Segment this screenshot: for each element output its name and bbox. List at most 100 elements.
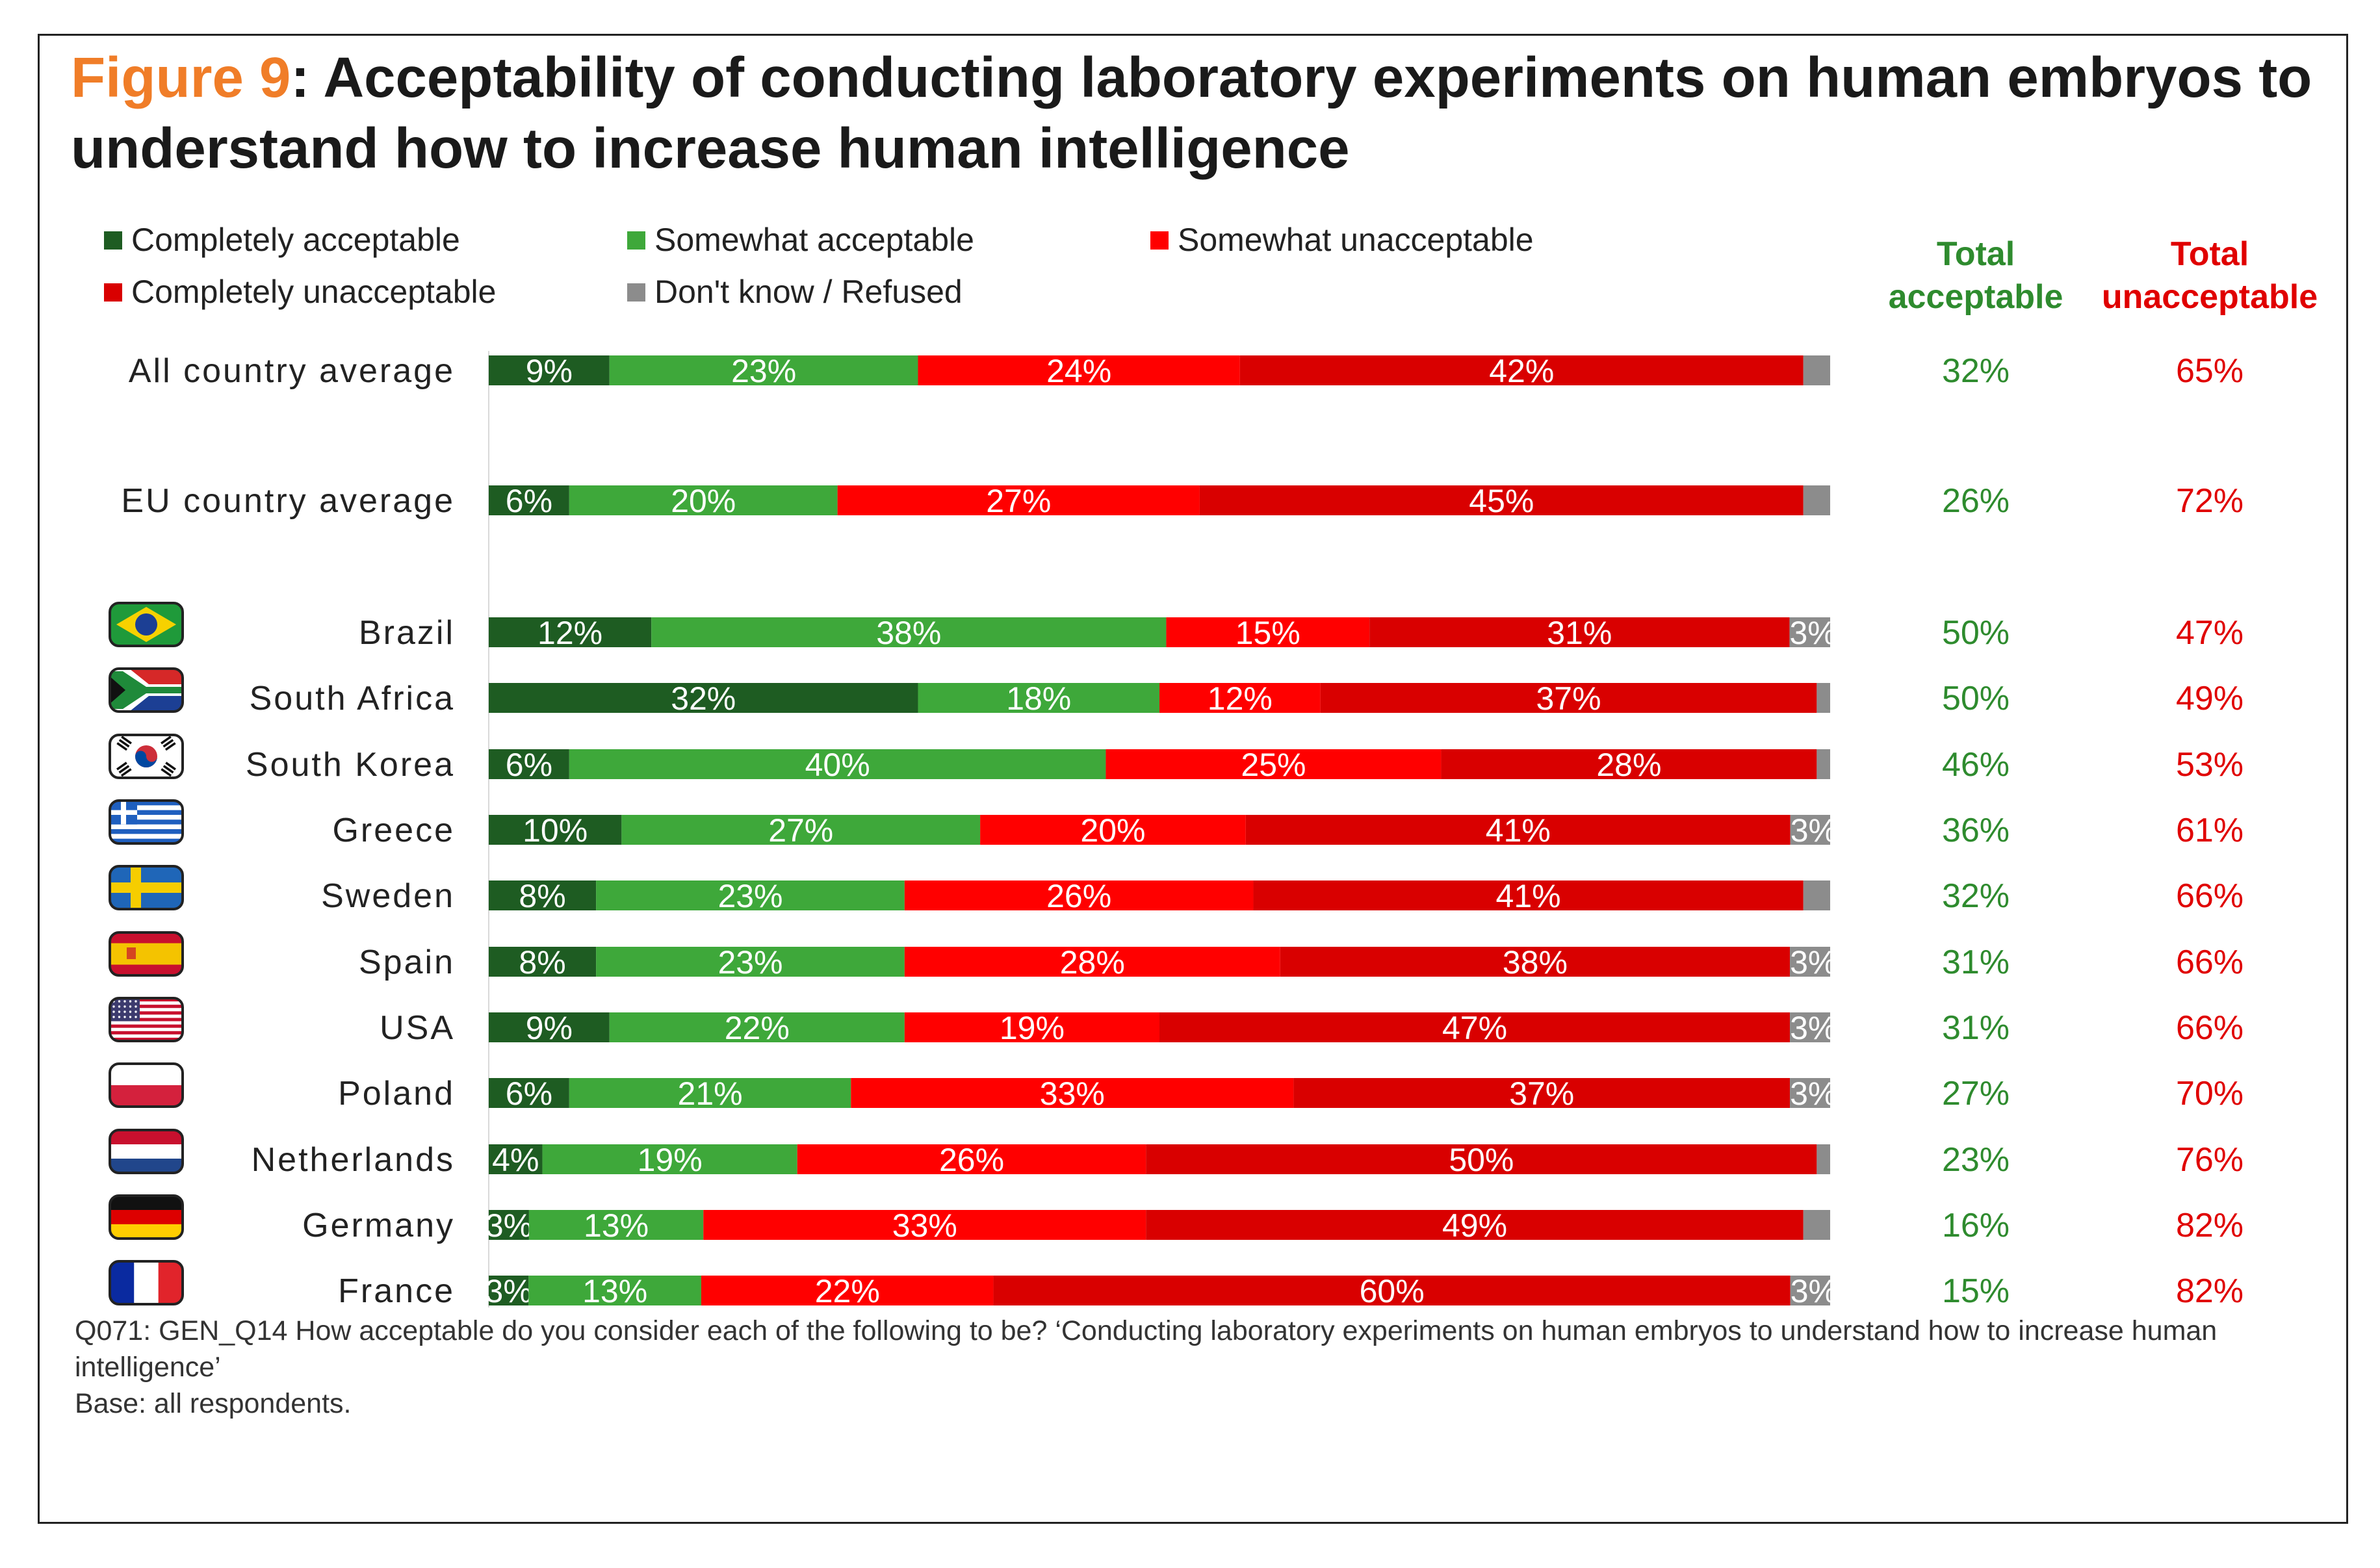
poland-flag-icon (109, 1062, 184, 1108)
flag-part (110, 1034, 183, 1038)
data-label: 41% (1496, 878, 1561, 914)
flag-part (110, 1014, 183, 1018)
flag-part (110, 810, 183, 816)
data-label: 13% (582, 1273, 647, 1309)
total-unacceptable-value: 49% (2176, 680, 2244, 717)
chart-title: Figure 9: Acceptability of conducting la… (71, 42, 2333, 184)
bar-segment (1106, 749, 1442, 779)
total-acceptable-value: 23% (1942, 1141, 2010, 1179)
total-acceptable-value: 50% (1942, 614, 2010, 652)
data-label: 23% (718, 944, 783, 981)
bar-segment (651, 617, 1167, 647)
flag-border (109, 1194, 184, 1240)
flag-body (110, 735, 183, 778)
data-label: 24% (1046, 353, 1111, 389)
flag-part (129, 1000, 132, 1003)
bar-segment (489, 617, 652, 647)
flag-part (110, 1130, 183, 1144)
flag-part (118, 1016, 121, 1018)
category-label: France (338, 1272, 455, 1310)
category-label: Poland (338, 1075, 455, 1112)
bar-segment (1790, 947, 1830, 977)
bar-segment (1803, 355, 1830, 385)
footnote: Q071: GEN_Q14 How acceptable do you cons… (75, 1313, 2219, 1422)
bar-segment (489, 485, 569, 515)
bar-segment (1245, 815, 1791, 845)
data-label: 6% (506, 483, 552, 519)
category-label: EU country average (121, 482, 455, 520)
bar-segment (489, 947, 597, 977)
total-acceptable-value: 32% (1942, 352, 2010, 390)
bar-segment (1159, 1012, 1791, 1042)
bar-segment (1790, 1012, 1830, 1042)
bar-segment (528, 1210, 704, 1240)
category-label: Brazil (359, 614, 455, 652)
flag-part (158, 1261, 183, 1304)
bar-row: Poland 6% 21% 33% 37% 3% 27% 70% (338, 1075, 2244, 1112)
bar-segment (1293, 1078, 1791, 1108)
flag-part (110, 1011, 183, 1015)
data-label: 19% (1000, 1010, 1065, 1046)
flag-part (123, 1010, 126, 1013)
flag-part (129, 1016, 132, 1018)
flag-part (135, 1010, 137, 1013)
legend-label: Somewhat unacceptable (1178, 222, 1534, 258)
total-acceptable-value: 31% (1942, 944, 2010, 981)
bar-segment (609, 1012, 905, 1042)
data-label: 12% (537, 615, 602, 651)
brazil-flag-icon (109, 602, 184, 647)
data-label: 4% (492, 1142, 539, 1178)
total-acceptable-value: 16% (1942, 1207, 2010, 1244)
total-unacceptable-value: 70% (2176, 1075, 2244, 1112)
total-acceptable-value: 26% (1942, 482, 2010, 520)
data-label: 15% (1235, 615, 1300, 651)
bar-segment (703, 1210, 1146, 1240)
legend: Completely acceptable Somewhat acceptable… (104, 222, 1534, 310)
flag-part (161, 768, 172, 777)
data-label: 6% (506, 1075, 552, 1112)
total-unacceptable-value: 82% (2176, 1272, 2244, 1310)
south-africa-flag-icon (109, 667, 184, 713)
footnote-question: Q071: GEN_Q14 How acceptable do you cons… (75, 1315, 2218, 1383)
bar-segment (1166, 617, 1370, 647)
flag-part (118, 739, 130, 748)
bar-segment (609, 355, 918, 385)
data-label: 60% (1360, 1273, 1425, 1309)
legend-label: Completely unacceptable (131, 274, 496, 310)
flag-part (110, 1064, 183, 1085)
flag-part (110, 1085, 183, 1107)
category-label: All country average (129, 352, 455, 390)
flag-border (109, 865, 184, 910)
bar-row: Sweden 8% 23% 26% 41% 32% 66% (321, 877, 2244, 915)
flag-part (110, 1001, 183, 1005)
total-unacceptable-value: 72% (2176, 482, 2244, 520)
category-label: Spain (359, 944, 455, 981)
category-label: Netherlands (252, 1141, 455, 1179)
flag-part (110, 1018, 183, 1022)
flag-part (116, 742, 128, 751)
data-label: 8% (519, 878, 565, 914)
legend-swatch (104, 231, 122, 250)
bar-segment (489, 1078, 569, 1108)
bar-segment (489, 1276, 529, 1305)
total-unacceptable-value: 76% (2176, 1141, 2244, 1179)
flag-part (110, 1224, 183, 1239)
data-label: 42% (1489, 353, 1554, 389)
data-label: 27% (986, 483, 1051, 519)
data-label: 26% (1046, 878, 1111, 914)
data-label: 12% (1208, 680, 1273, 717)
category-label: South Korea (246, 746, 455, 784)
flag-border (109, 602, 184, 647)
total-acceptable-value: 27% (1942, 1075, 2010, 1112)
data-label: 3% (1789, 615, 1836, 651)
total-unacceptable-value: 61% (2176, 812, 2244, 849)
flag-body (110, 603, 183, 646)
flag-part (110, 882, 183, 893)
flag-body (110, 1261, 183, 1304)
data-label: 21% (678, 1075, 743, 1112)
bar-segment (621, 815, 981, 845)
data-label: 3% (485, 1207, 532, 1244)
flag-part (110, 1021, 183, 1025)
bar-segment (1803, 485, 1830, 515)
